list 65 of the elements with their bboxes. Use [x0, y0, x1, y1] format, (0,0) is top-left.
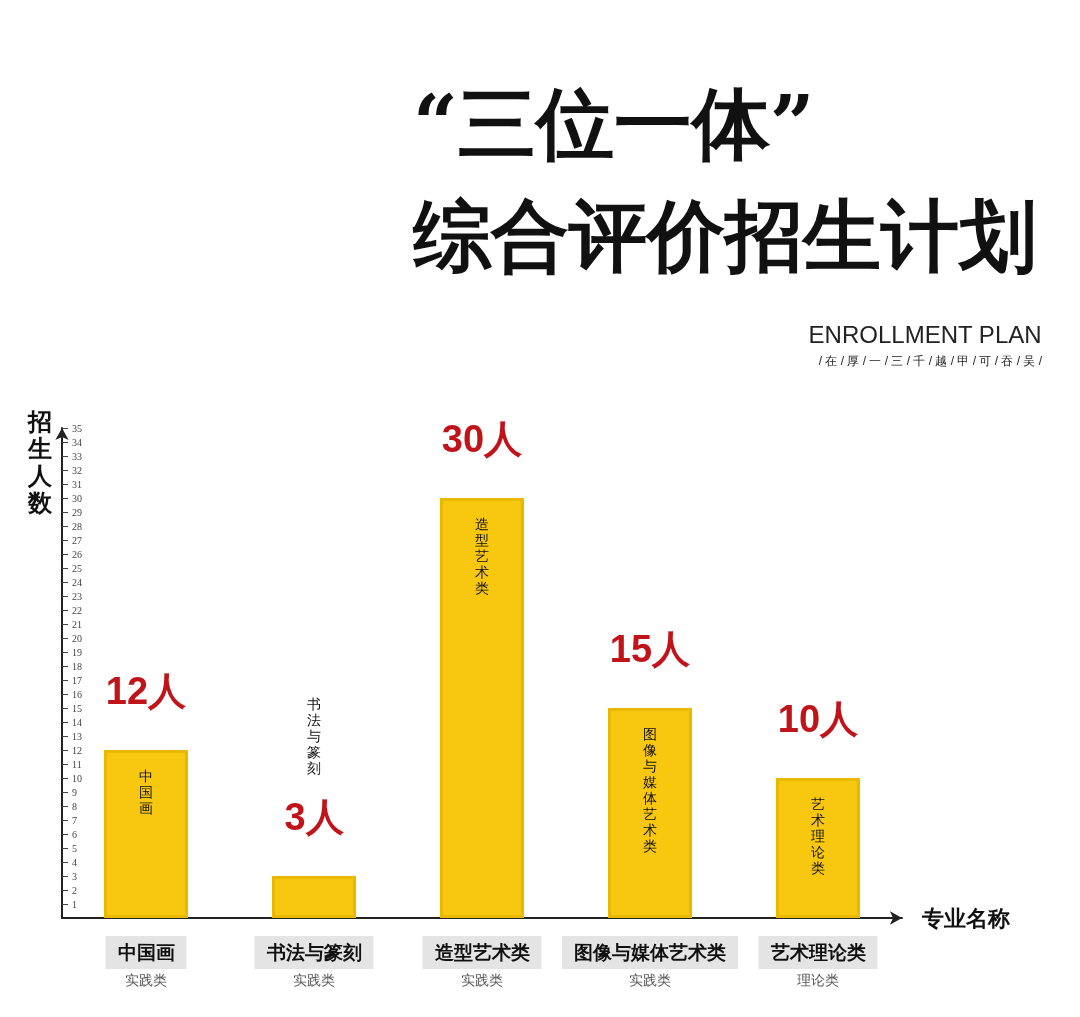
annotation: 艺术理论类: [811, 796, 825, 876]
y-tick-label: 10: [72, 772, 82, 784]
data-label: 10人: [777, 698, 859, 740]
y-tick-label: 1: [72, 898, 77, 910]
bar: [104, 750, 188, 918]
y-tick-label: 16: [72, 688, 82, 700]
data-label: 15人: [609, 628, 691, 670]
data-label: 3人: [284, 796, 344, 838]
text: 实践类: [293, 972, 335, 988]
text: 实践类: [629, 972, 671, 988]
y-tick-label: 18: [72, 660, 82, 672]
y-tick-label: 4: [72, 856, 77, 868]
annotation: 造型艺术类: [475, 516, 489, 596]
text: / 在 / 厚 / 一 / 三 / 千 / 越 / 甲 / 可 / 吞 / 吴 /: [818, 354, 1043, 368]
y-tick-label: 8: [72, 800, 77, 812]
y-tick-label: 29: [72, 506, 82, 518]
y-tick-label: 14: [72, 716, 82, 728]
y-tick-label: 27: [72, 534, 82, 546]
y-tick-label: 34: [72, 436, 82, 448]
data-label: 30人: [441, 418, 523, 460]
x-tick-label: 艺术理论类: [769, 942, 866, 963]
y-tick-label: 3: [72, 870, 77, 882]
y-tick-label: 26: [72, 548, 82, 560]
y-tick-label: 15: [72, 702, 82, 714]
y-tick-label: 33: [72, 450, 82, 462]
data-label: 12人: [105, 670, 187, 712]
y-tick-label: 13: [72, 730, 82, 742]
bar: [440, 498, 524, 918]
y-tick-label: 22: [72, 604, 82, 616]
y-tick-label: 21: [72, 618, 82, 630]
y-tick-label: 11: [72, 758, 82, 770]
y-tick-label: 20: [72, 632, 82, 644]
x-tick-label: 中国画: [117, 942, 175, 963]
bar: [272, 876, 356, 918]
y-tick-label: 9: [72, 786, 77, 798]
y-tick-label: 25: [72, 562, 82, 574]
y-tick-label: 5: [72, 842, 77, 854]
text: ENROLLMENT PLAN: [808, 320, 1042, 348]
y-tick-label: 31: [72, 478, 82, 490]
x-axis-title: 专业名称: [921, 905, 1010, 931]
y-tick-label: 2: [72, 884, 77, 896]
y-tick-label: 12: [72, 744, 82, 756]
y-tick-label: 17: [72, 674, 82, 686]
y-tick-label: 28: [72, 520, 82, 532]
y-tick-label: 6: [72, 828, 77, 840]
text: 实践类: [461, 972, 503, 988]
bar: [608, 708, 692, 918]
y-tick-label: 19: [72, 646, 82, 658]
y-axis-title: 招生人数: [27, 407, 53, 517]
y-tick-label: 32: [72, 464, 82, 476]
y-tick-label: 30: [72, 492, 82, 504]
chart-title: “三位一体” 综合评价招生计划: [412, 77, 1037, 281]
bar: [776, 778, 860, 918]
annotation: 书法与篆刻: [307, 696, 321, 776]
x-tick-label: 图像与媒体艺术类: [574, 942, 726, 963]
annotation: 图像与媒体艺术类: [643, 726, 657, 854]
text: 理论类: [797, 972, 839, 988]
x-tick-label: 书法与篆刻: [265, 942, 362, 963]
y-tick-label: 23: [72, 590, 82, 602]
x-tick-label: 造型艺术类: [434, 942, 530, 963]
y-tick-label: 35: [72, 422, 82, 434]
annotation: 中国画: [139, 768, 153, 816]
text: 实践类: [125, 972, 167, 988]
y-tick-label: 7: [72, 814, 77, 826]
y-tick-label: 24: [72, 576, 82, 588]
